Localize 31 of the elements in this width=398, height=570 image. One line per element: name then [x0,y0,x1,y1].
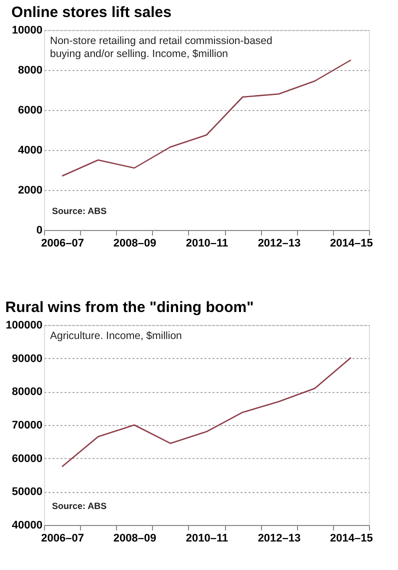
x-tick-label: 2006–07 [41,532,84,544]
y-tick-label: 100000 [6,320,42,332]
y-tick-label: 2000 [18,184,42,196]
x-tick-label: 2010–11 [186,532,228,544]
chart-title: Rural wins from the "dining boom" [5,299,254,316]
text: Agriculture. Income, $million [50,330,182,342]
annotation: Source: ABS [52,206,107,216]
y-tick-label: 0 [36,224,42,236]
y-tick-label: 10000 [12,24,42,36]
y-tick-label: 40000 [12,520,42,532]
y-tick-label: 4000 [18,144,42,156]
text: Non-store retailing and retail commission-based buying and/or selling. Income, $million [50,35,273,60]
x-tick-label: 2014–15 [330,532,373,544]
y-tick-label: 6000 [18,104,42,116]
y-tick-label: 60000 [12,452,42,465]
x-tick-label: 2012–13 [258,238,301,250]
line-series [61,59,352,177]
y-tick-label: 90000 [12,352,42,365]
y-tick-label: 50000 [12,486,42,498]
y-tick-label: 70000 [12,420,42,432]
x-tick-label: 2014–15 [330,238,373,250]
x-tick-label: 2008–09 [113,238,156,250]
y-tick-label: 8000 [18,64,42,76]
x-tick-label: 2008–09 [113,532,156,544]
line-series [61,357,352,468]
y-tick-label: 80000 [12,386,42,398]
annotation: Source: ABS [52,501,107,511]
x-tick-label: 2006–07 [41,238,84,250]
chart-title: Online stores lift sales [11,4,172,21]
x-tick-label: 2010–11 [186,238,228,250]
x-tick-label: 2012–13 [258,532,301,544]
